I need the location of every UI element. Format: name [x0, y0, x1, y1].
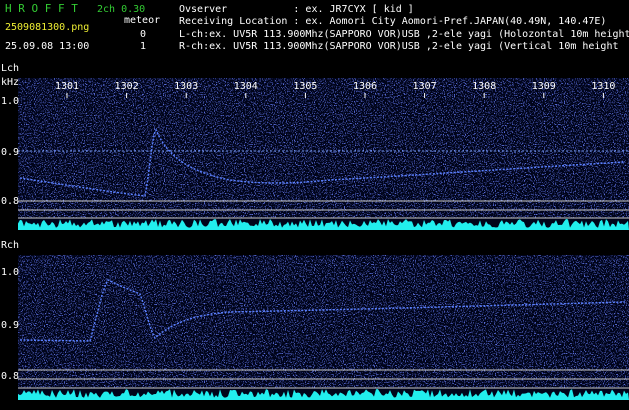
spectrogram-noise [18, 78, 629, 218]
datetime: 25.09.08 13:00 [5, 41, 89, 52]
y-tick-label: 0.8 [1, 196, 19, 207]
x-tick-label: 1306 [353, 81, 377, 92]
x-tick-label: 1308 [472, 81, 496, 92]
info-line: R-ch:ex. UV5R 113.900Mhz(SAPPORO VOR)USB… [179, 41, 619, 52]
unit-label: kHz [1, 77, 19, 88]
x-tick-label: 1310 [591, 81, 615, 92]
channel-label: Lch [1, 63, 19, 74]
y-tick-label: 0.9 [1, 147, 19, 158]
hrofft-window: H R O F F T 2ch 0.30 2509081300.png mete… [0, 0, 629, 410]
x-tick-label: 1302 [115, 81, 139, 92]
info-line: Ovserver : ex. JR7CYX [ kid ] [179, 4, 414, 15]
meteor-count: 0 [140, 29, 146, 40]
y-tick-label: 1.0 [1, 96, 19, 107]
app-title: H R O F F T [5, 2, 78, 15]
x-tick-label: 1301 [55, 81, 79, 92]
meteor-label: meteor [124, 15, 160, 26]
x-tick-label: 1303 [174, 81, 198, 92]
info-line: Receiving Location : ex. Aomori City Aom… [179, 16, 606, 27]
mode: 2ch 0.30 [97, 4, 145, 15]
y-tick-label: 1.0 [1, 267, 19, 278]
channel-label: Rch [1, 240, 19, 251]
x-tick-label: 1304 [234, 81, 258, 92]
y-tick-label: 0.9 [1, 320, 19, 331]
filename: 2509081300.png [5, 22, 89, 33]
x-tick-label: 1309 [532, 81, 556, 92]
y-tick-label: 0.8 [1, 371, 19, 382]
x-tick-label: 1305 [293, 81, 317, 92]
x-tick-label: 1307 [413, 81, 437, 92]
info-line: L-ch:ex. UV5R 113.900Mhz(SAPPORO VOR)USB… [179, 29, 629, 40]
meteor-count: 1 [140, 41, 146, 52]
spectrogram-noise [18, 255, 629, 388]
